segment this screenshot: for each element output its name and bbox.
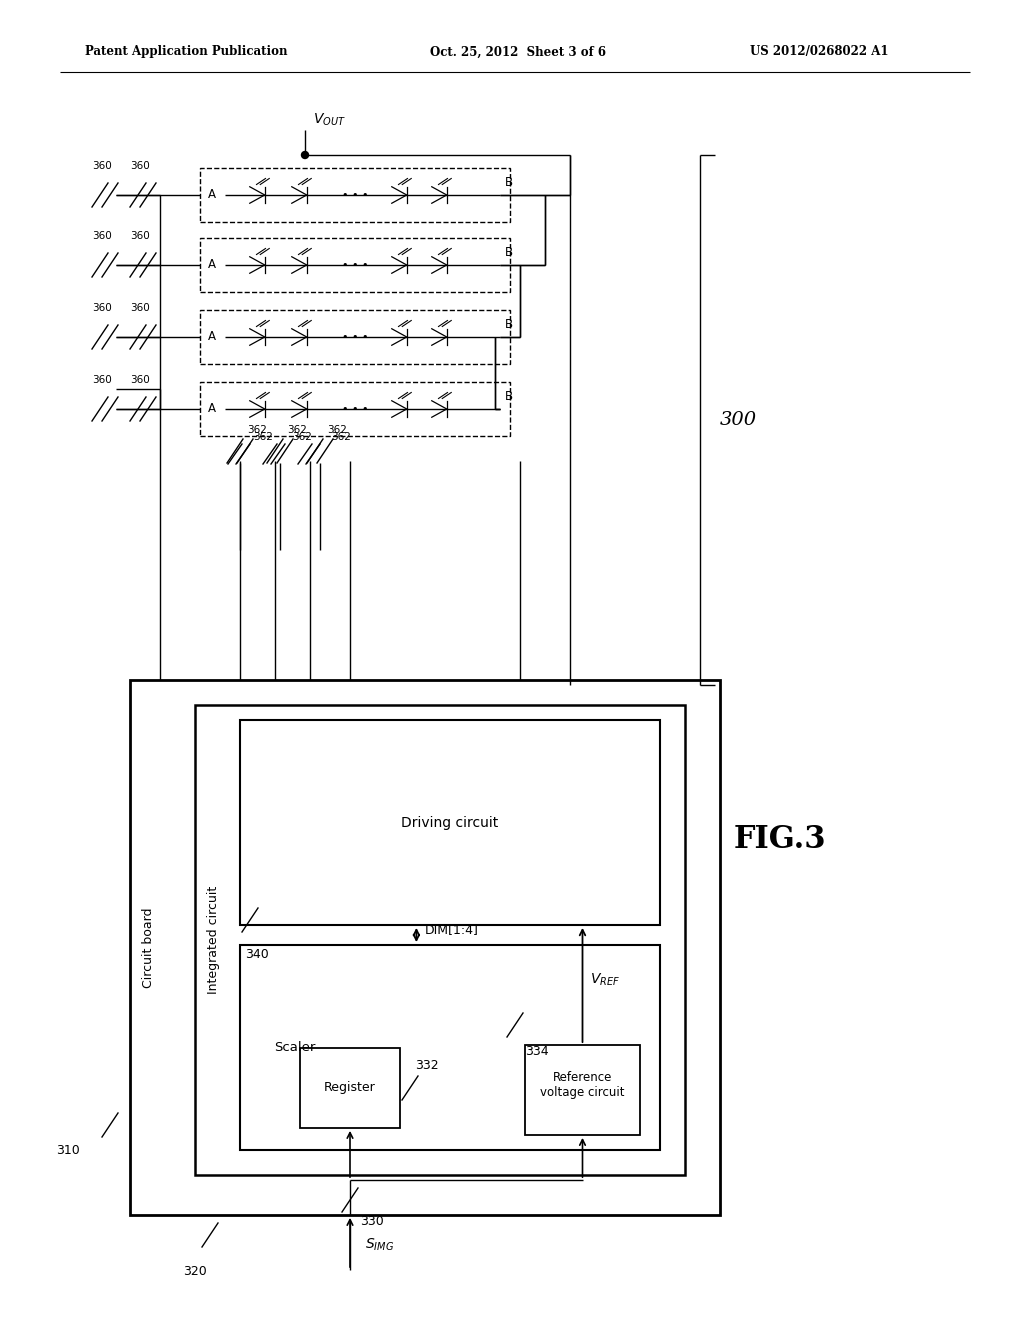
Bar [240,719,660,925]
Text: 360: 360 [92,231,112,242]
Bar [240,945,660,1150]
Text: 360: 360 [130,304,150,313]
Text: Circuit board: Circuit board [141,907,155,987]
Text: US 2012/0268022 A1: US 2012/0268022 A1 [750,45,889,58]
Text: • • •: • • • [342,404,369,414]
Text: Oct. 25, 2012  Sheet 3 of 6: Oct. 25, 2012 Sheet 3 of 6 [430,45,606,58]
Text: • • •: • • • [342,190,369,201]
Text: 300: 300 [720,411,757,429]
Text: 362: 362 [287,425,307,436]
Circle shape [301,152,308,158]
Text: 362: 362 [331,432,351,442]
Text: A: A [208,259,216,272]
Text: 340: 340 [245,948,268,961]
Text: 360: 360 [130,231,150,242]
Text: FIG.3: FIG.3 [733,825,826,855]
Text: 320: 320 [183,1265,207,1278]
Text: 362: 362 [253,432,272,442]
Text: 330: 330 [360,1214,384,1228]
Bar [525,1045,640,1135]
Text: 362: 362 [327,425,347,436]
Text: • • •: • • • [342,260,369,271]
Text: 334: 334 [525,1045,549,1059]
Text: 360: 360 [130,375,150,385]
Bar [195,705,685,1175]
Bar [300,1048,400,1129]
Text: $V_{REF}$: $V_{REF}$ [591,972,621,989]
Text: B: B [505,389,513,403]
Text: $V_{OUT}$: $V_{OUT}$ [313,112,346,128]
Text: B: B [505,318,513,331]
Bar [200,168,510,222]
Text: 360: 360 [92,304,112,313]
Text: Driving circuit: Driving circuit [401,816,499,829]
Text: 362: 362 [292,432,312,442]
Text: $S_{IMG}$: $S_{IMG}$ [365,1237,394,1253]
Bar [130,680,720,1214]
Text: A: A [208,403,216,416]
Text: 362: 362 [247,425,267,436]
Bar [200,310,510,364]
Text: 332: 332 [415,1059,438,1072]
Bar [200,381,510,436]
Text: 360: 360 [92,375,112,385]
Text: Integrated circuit: Integrated circuit [207,886,219,994]
Text: A: A [208,189,216,202]
Text: • • •: • • • [342,333,369,342]
Text: Reference
voltage circuit: Reference voltage circuit [541,1071,625,1100]
Text: B: B [505,246,513,259]
Text: Patent Application Publication: Patent Application Publication [85,45,288,58]
Text: 360: 360 [92,161,112,172]
Bar [200,238,510,292]
Text: Register: Register [325,1081,376,1094]
Text: Scaler: Scaler [274,1041,315,1053]
Text: B: B [505,176,513,189]
Text: 360: 360 [130,161,150,172]
Text: A: A [208,330,216,343]
Text: 310: 310 [56,1143,80,1156]
Text: DIM[1:4]: DIM[1:4] [424,924,478,936]
